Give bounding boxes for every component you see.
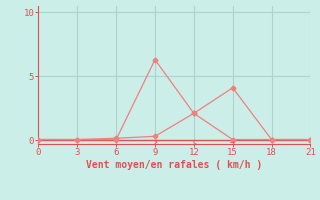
Text: ↗: ↗ xyxy=(152,138,157,147)
X-axis label: Vent moyen/en rafales ( km/h ): Vent moyen/en rafales ( km/h ) xyxy=(86,160,262,170)
Text: →: → xyxy=(230,138,235,147)
Text: ↘: ↘ xyxy=(191,138,196,147)
